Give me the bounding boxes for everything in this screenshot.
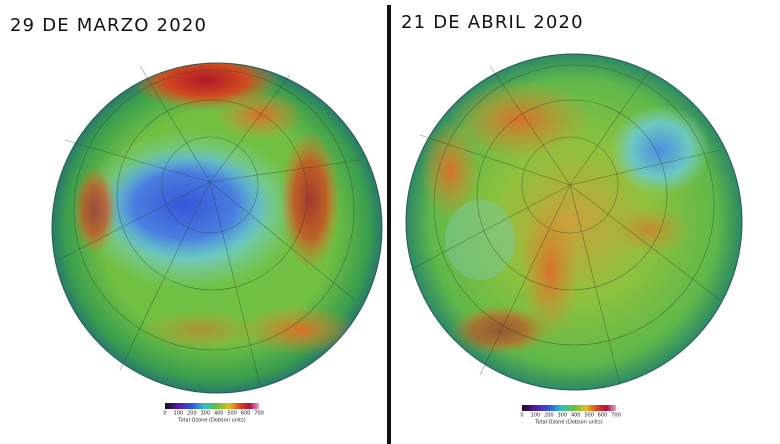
colorbar-tick-label: 600 <box>598 413 608 419</box>
colorbar-caption: Total Ozone (Dobson units) <box>177 418 245 424</box>
colorbar <box>165 403 259 409</box>
colorbar <box>522 405 616 411</box>
divider <box>387 5 391 444</box>
graticule <box>409 64 721 386</box>
colorbar-tick-label: 0 <box>163 411 166 417</box>
globe-march <box>51 62 383 394</box>
colorbar-tick-label: 300 <box>201 411 211 417</box>
panel-title: 21 DE ABRIL 2020 <box>401 12 584 33</box>
colorbar-tick-label: 300 <box>558 413 568 419</box>
globe-april <box>405 53 743 391</box>
graticule <box>57 65 361 386</box>
colorbar-tick-label: 200 <box>544 413 554 419</box>
panel-title: 29 DE MARZO 2020 <box>10 15 207 36</box>
colorbar-tick-label: 100 <box>531 413 541 419</box>
colorbar-tick-label: 200 <box>187 411 197 417</box>
colorbar-tick-label: 500 <box>584 413 594 419</box>
colorbar-tick-label: 100 <box>174 411 184 417</box>
colorbar-tick-label: 500 <box>227 411 237 417</box>
colorbar-tick-label: 700 <box>254 411 264 417</box>
colorbar-tick-label: 400 <box>214 411 224 417</box>
colorbar-tick-label: 700 <box>611 413 621 419</box>
colorbar-tick-label: 400 <box>571 413 581 419</box>
colorbar-tick-label: 0 <box>520 413 523 419</box>
colorbar-tick-label: 600 <box>241 411 251 417</box>
colorbar-caption: Total Ozone (Dobson units) <box>534 420 602 426</box>
